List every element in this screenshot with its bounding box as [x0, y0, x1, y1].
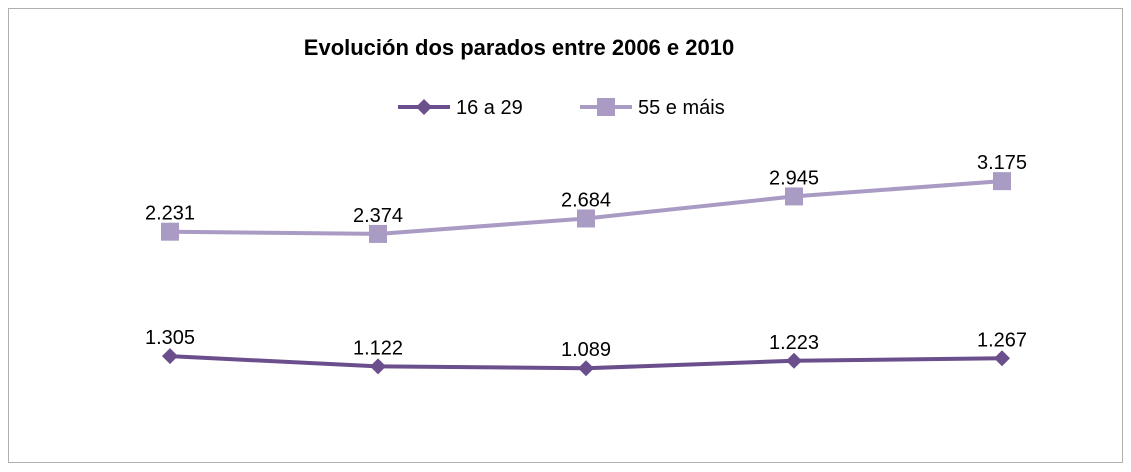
data-point — [786, 352, 802, 369]
data-point — [785, 187, 803, 206]
data-point — [370, 358, 386, 375]
data-label: 1.267 — [977, 329, 1027, 351]
data-label: 2.945 — [769, 167, 819, 189]
chart-title: Evolución dos parados entre 2006 e 2010 — [304, 35, 734, 60]
data-point — [161, 222, 179, 241]
data-label: 1.305 — [145, 327, 195, 349]
data-point — [577, 209, 595, 228]
data-point — [369, 224, 387, 243]
data-label: 2.231 — [145, 203, 195, 225]
data-label: 1.223 — [769, 332, 819, 354]
data-label: 1.122 — [353, 337, 403, 359]
data-label: 2.374 — [353, 205, 403, 227]
data-point — [162, 348, 178, 365]
legend-label: 16 a 29 — [456, 97, 523, 119]
data-point — [993, 172, 1011, 191]
data-point — [578, 360, 594, 377]
legend-marker — [597, 98, 615, 116]
data-point — [994, 350, 1010, 367]
data-label: 3.175 — [977, 152, 1027, 174]
data-label: 1.089 — [561, 339, 611, 361]
legend-label: 55 e máis — [638, 97, 725, 119]
legend-marker — [416, 99, 432, 115]
chart-frame — [8, 8, 1123, 463]
data-label: 2.684 — [561, 189, 611, 211]
